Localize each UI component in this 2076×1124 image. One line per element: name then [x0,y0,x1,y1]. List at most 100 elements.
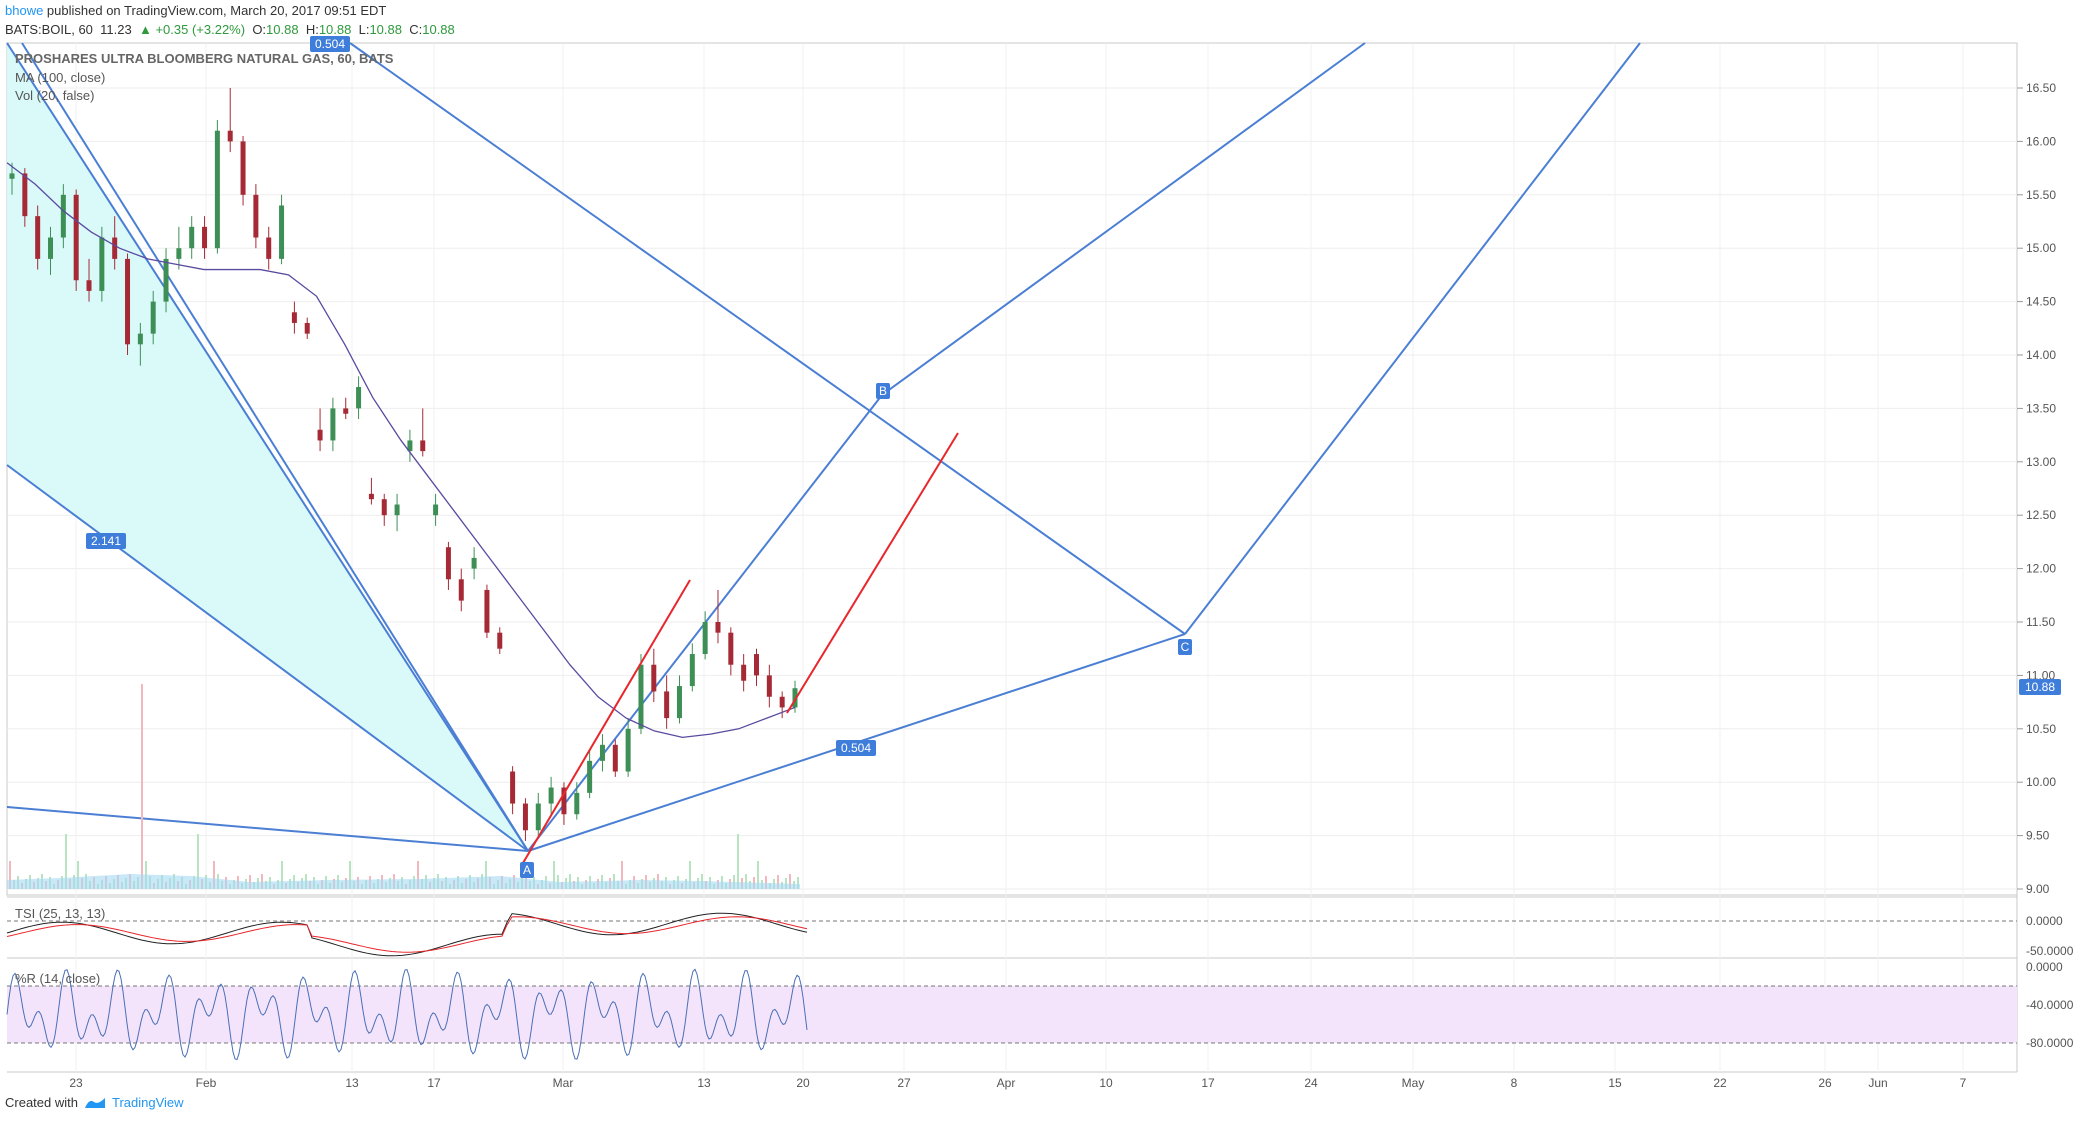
candle-body [599,744,605,761]
candle-body [343,408,349,414]
red-projection-line [786,432,959,714]
time-tick-label: Feb [196,1076,217,1090]
volume-bar [65,834,67,889]
ma-polyline [6,162,796,739]
fib-mid-label: 0.504 [841,741,871,755]
wr-line [6,968,808,1061]
candle-body [35,216,41,259]
candle-body [741,664,747,681]
wr-tick-label: 0.0000 [2026,960,2063,974]
candle-body [48,237,54,259]
ma-legend: MA (100, close) [15,70,106,85]
williams-r-band [7,985,2017,1044]
candle-body [240,141,246,195]
open-value: 10.88 [266,22,299,37]
price-tick-label: 14.00 [2026,348,2056,362]
main-pane-frame [6,42,2018,896]
time-tick-label: 13 [697,1076,711,1090]
open-label: O: [252,22,267,37]
price-tick-label: 12.00 [2026,562,2056,576]
volume-bar [757,861,759,889]
drawing-labels: 0.504 2.141 0.504 B C A 10.88 [86,36,2061,878]
candle-body [189,226,195,249]
volume-bar [789,874,791,889]
candle-body [22,173,28,217]
fib-line [1184,42,1641,635]
candle-body [202,226,208,249]
candle-body [445,547,451,580]
time-tick-label: 17 [427,1076,441,1090]
vol-legend: Vol (20, false) [15,88,95,103]
wr-legend: %R (14, close) [15,971,101,986]
publish-line: bhowe published on TradingView.com, Marc… [5,3,386,18]
time-tick-label: 26 [1818,1076,1832,1090]
volume-bar [797,877,799,889]
candle-body [535,803,541,831]
tradingview-brand-link[interactable]: TradingView [111,1095,184,1110]
author-link[interactable]: bhowe [5,3,44,18]
volume-bars [7,684,800,889]
candle-body [176,248,182,259]
time-tick-label: 10 [1099,1076,1113,1090]
close-value: 10.88 [422,22,455,37]
fib-top-label-bg [310,36,350,52]
price-tick-label: 12.50 [2026,508,2056,522]
candle-body [125,258,131,345]
point-b-label-bg [876,383,890,399]
candle-body [664,691,670,719]
volume-bar [745,874,747,889]
candle-body [317,429,323,441]
volume-bar [733,875,735,889]
candle-body [574,792,580,815]
candle-body [612,744,618,772]
candle-body [381,499,387,516]
volume-bar [689,861,691,889]
volume-bar [553,861,555,889]
candle-body [689,654,695,687]
low-label: L: [358,22,370,37]
grid-lines [7,43,2017,1072]
ohlc-line: BATS:BOIL, 60 11.23 ▲ +0.35 (+3.22%) O:1… [5,22,455,37]
candle-body [420,440,426,452]
time-tick-label: Jun [1868,1076,1887,1090]
volume-bar [9,861,11,889]
candle-body [779,696,785,708]
point-b-label: B [879,384,887,398]
tsi-legend: TSI (25, 13, 13) [15,906,106,921]
wr-tick-label: -40.0000 [2026,998,2074,1012]
symbol-label: BATS:BOIL, 60 [5,22,93,37]
candle-body [561,787,567,815]
candle-body [227,130,233,142]
volume-bar [485,861,487,889]
price-tick-label: 11.00 [2026,668,2055,682]
volume-bar [261,874,263,889]
candle-body [407,440,413,452]
point-c-label-bg [1178,639,1192,655]
volume-ma-area [7,874,800,889]
time-tick-label: 13 [345,1076,359,1090]
time-tick-label: 7 [1960,1076,1967,1090]
candle-body [291,312,297,323]
volume-bar [765,876,767,889]
fib-left-label-bg [86,533,126,549]
last-price-tag: 10.88 [2025,680,2055,694]
volume-bar [417,861,419,889]
fib-line [6,42,529,852]
candle-body [137,333,143,345]
candle-body [86,280,92,291]
candle-body [510,771,516,804]
point-a-label-bg [520,862,534,878]
close-label: C: [409,22,423,37]
price-tick-label: 11.50 [2026,615,2055,629]
fib-line [6,464,529,852]
candle-body [702,622,708,655]
candle-body [651,664,657,692]
price-tick-label: 15.00 [2026,241,2056,255]
price-tick-label: 16.00 [2026,134,2056,148]
candle-body [792,688,798,708]
time-tick-label: Mar [553,1076,574,1090]
red-trend-line [522,579,691,864]
pattern-overlays [522,432,959,864]
